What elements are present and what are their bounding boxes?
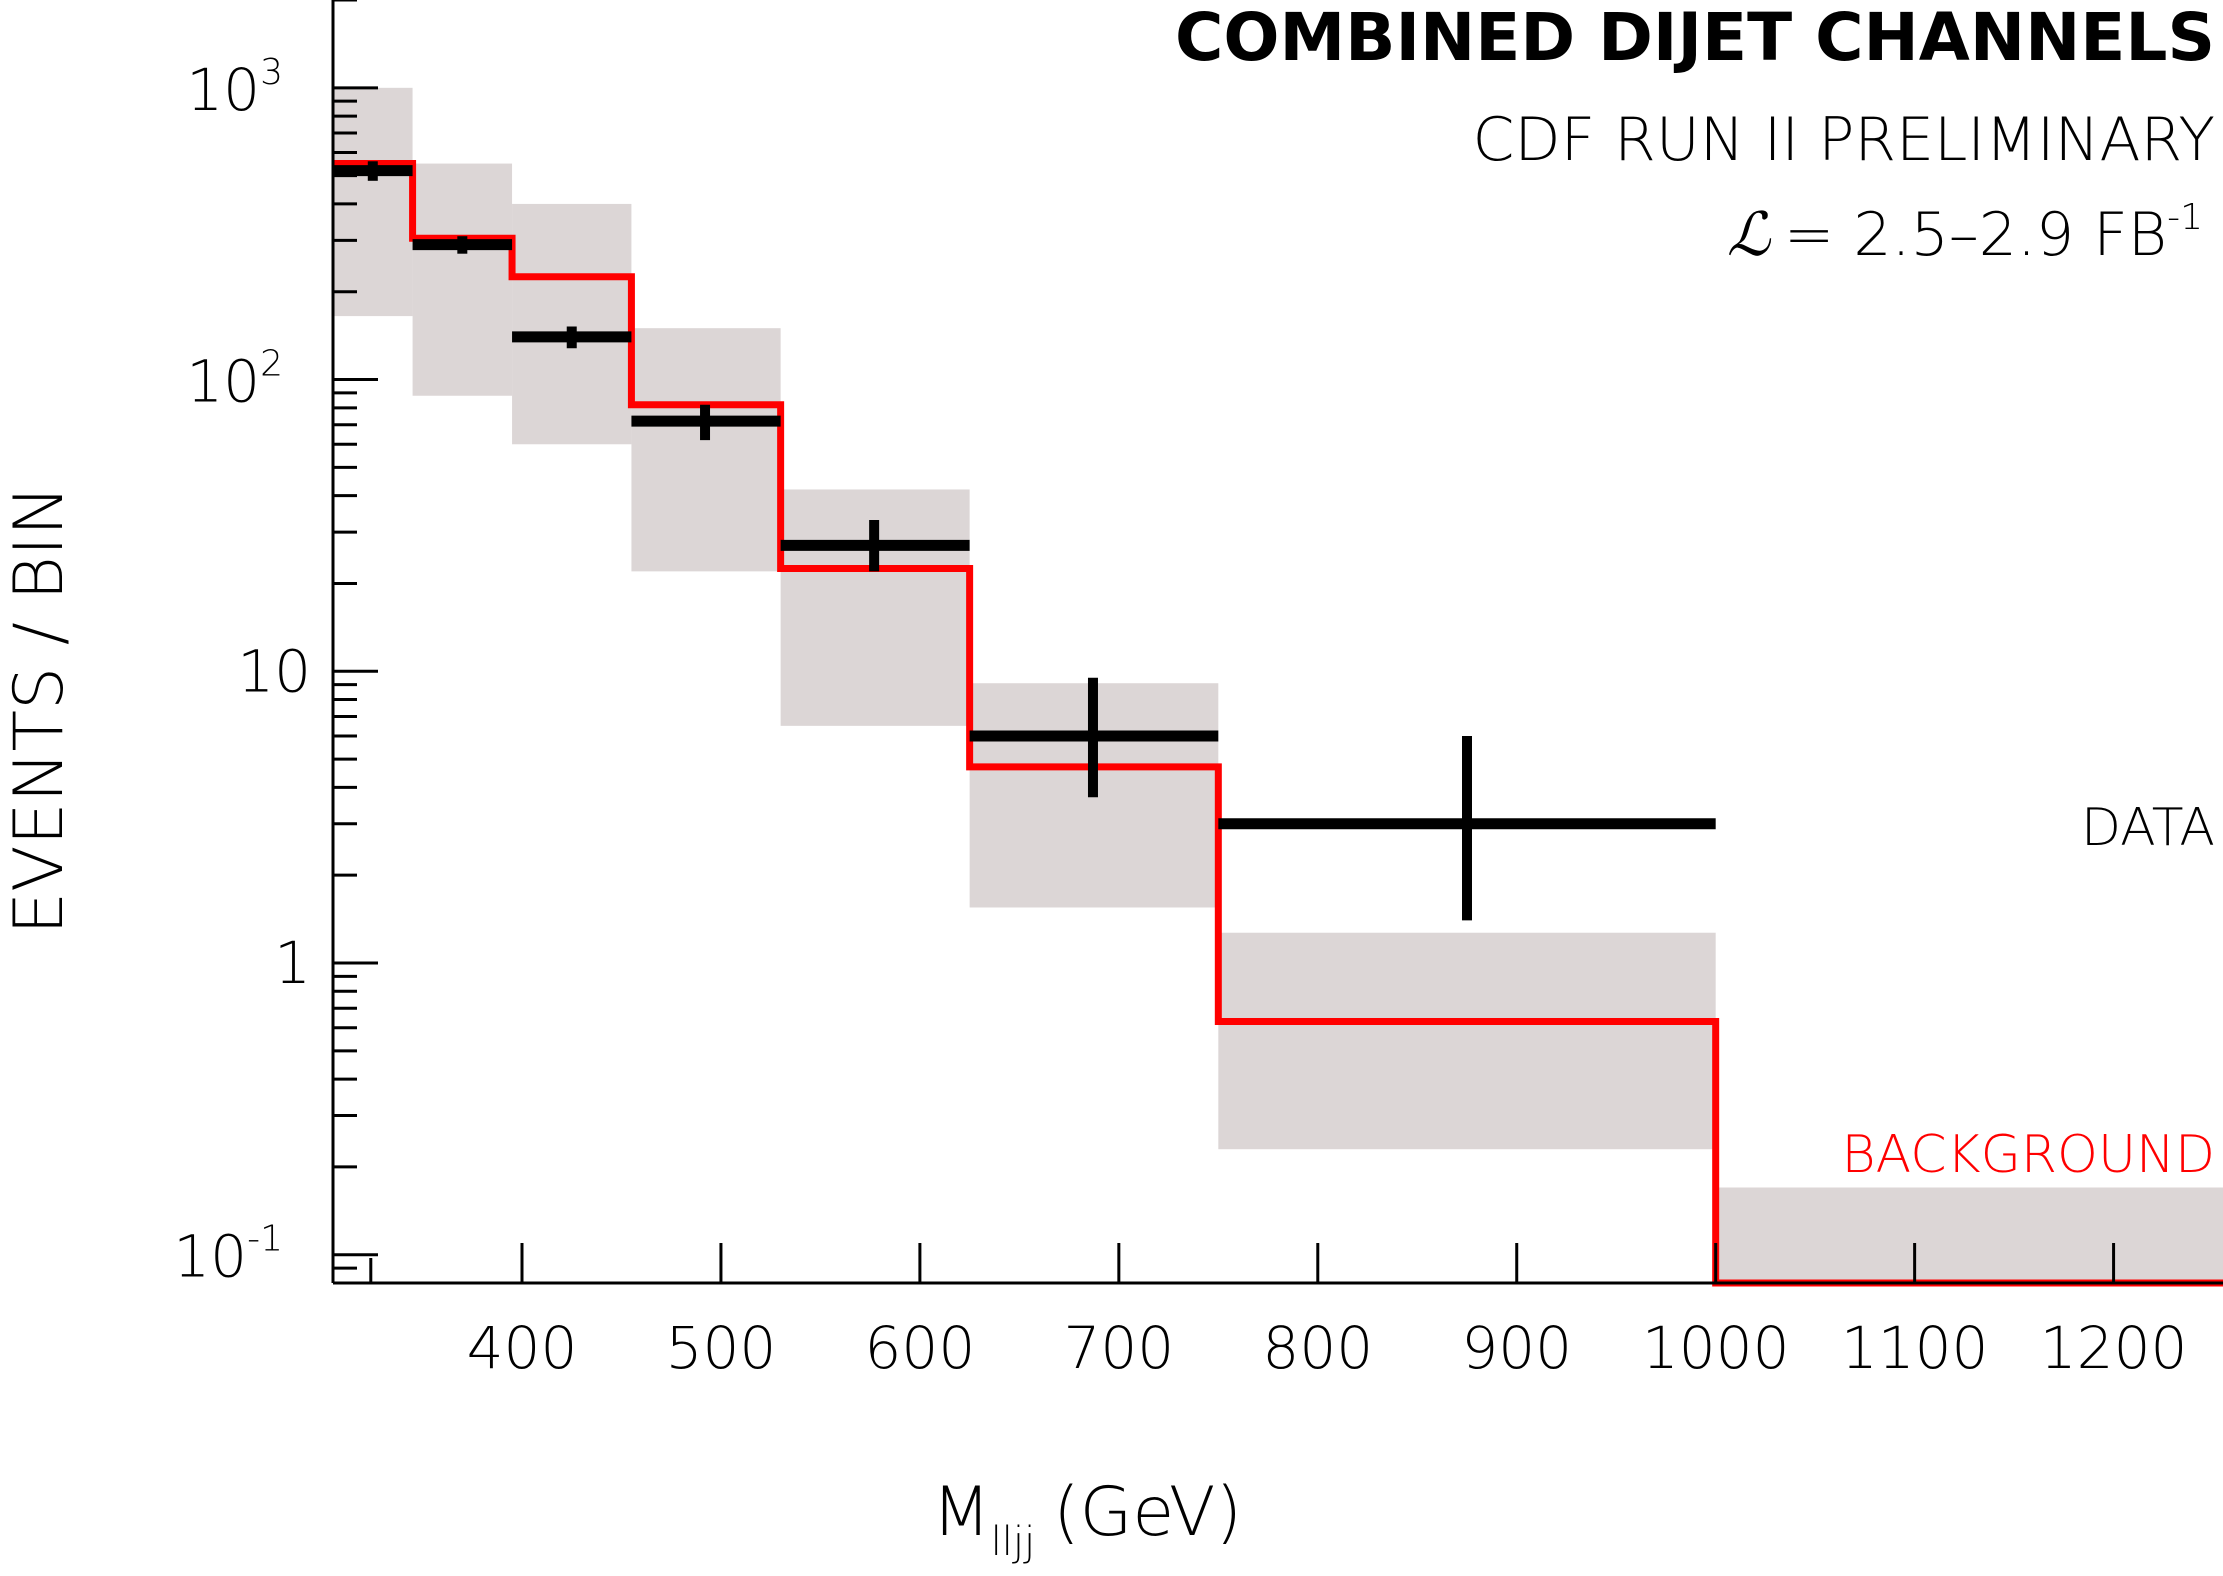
y-tick-label-base-2: 10 (237, 637, 311, 705)
x-tick-label-1000: 1000 (1642, 1314, 1790, 1382)
y-tick-label-base-4: 10 (186, 56, 260, 124)
x-axis-label-subscript: lljj (991, 1519, 1035, 1565)
x-tick-label-1100: 1100 (1841, 1314, 1989, 1382)
x-tick-label-400: 400 (467, 1314, 578, 1382)
x-tick-label-800: 800 (1262, 1314, 1373, 1382)
y-axis-label: EVENTS / BIN (0, 485, 79, 935)
uncertainty-band-1 (412, 163, 513, 396)
x-axis-label: Mlljj (GeV) (932, 1473, 1242, 1565)
uncertainty-band-3 (631, 328, 781, 572)
x-tick-label-900: 900 (1461, 1314, 1572, 1382)
y-tick-label-2: 10 (237, 637, 311, 705)
legend-label-data: DATA (2081, 798, 2215, 858)
x-tick-label-500: 500 (666, 1314, 777, 1382)
x-tick-label-1200: 1200 (2040, 1314, 2188, 1382)
axes: 400 500 600 700 800 900 1000 1100 120010-1110102… (173, 0, 2223, 1382)
uncertainty-bands (333, 87, 2223, 1283)
uncertainty-band-0 (333, 87, 413, 317)
luminosity-symbol: ℒ (1727, 200, 1772, 270)
chart-subtitle: CDF RUN II PRELIMINARY (1473, 105, 2216, 175)
luminosity-value: = 2.5–2.9 FB (1784, 200, 2167, 270)
x-tick-label-600: 600 (865, 1314, 976, 1382)
legend-label-background: BACKGROUND (1842, 1125, 2215, 1185)
chart-title: COMBINED DIJET CHANNELS (1175, 0, 2215, 76)
x-tick-label-700: 700 (1063, 1314, 1174, 1382)
y-tick-label-exp-0: -1 (247, 1219, 283, 1260)
y-tick-label-base-0: 10 (173, 1223, 247, 1291)
y-tick-label-base-3: 10 (186, 348, 260, 416)
luminosity-exponent: -1 (2167, 197, 2203, 238)
y-tick-label-base-1: 1 (274, 929, 311, 997)
y-tick-label-exp-4: 3 (260, 52, 283, 93)
uncertainty-band-7 (1715, 1187, 2223, 1283)
y-tick-label-3: 102 (186, 344, 283, 416)
y-tick-label-4: 103 (186, 52, 283, 124)
x-axis-label-main: M (932, 1473, 991, 1552)
uncertainty-band-6 (1218, 932, 1716, 1150)
y-tick-label-1: 1 (274, 929, 311, 997)
x-axis-label-unit: (GeV) (1053, 1473, 1242, 1552)
uncertainty-band-2 (512, 203, 632, 445)
y-tick-label-exp-3: 2 (260, 344, 283, 385)
data-points (333, 161, 1716, 921)
luminosity-label: ℒ = 2.5–2.9 FB-1 (1727, 197, 2203, 270)
y-tick-label-0: 10-1 (173, 1219, 283, 1291)
